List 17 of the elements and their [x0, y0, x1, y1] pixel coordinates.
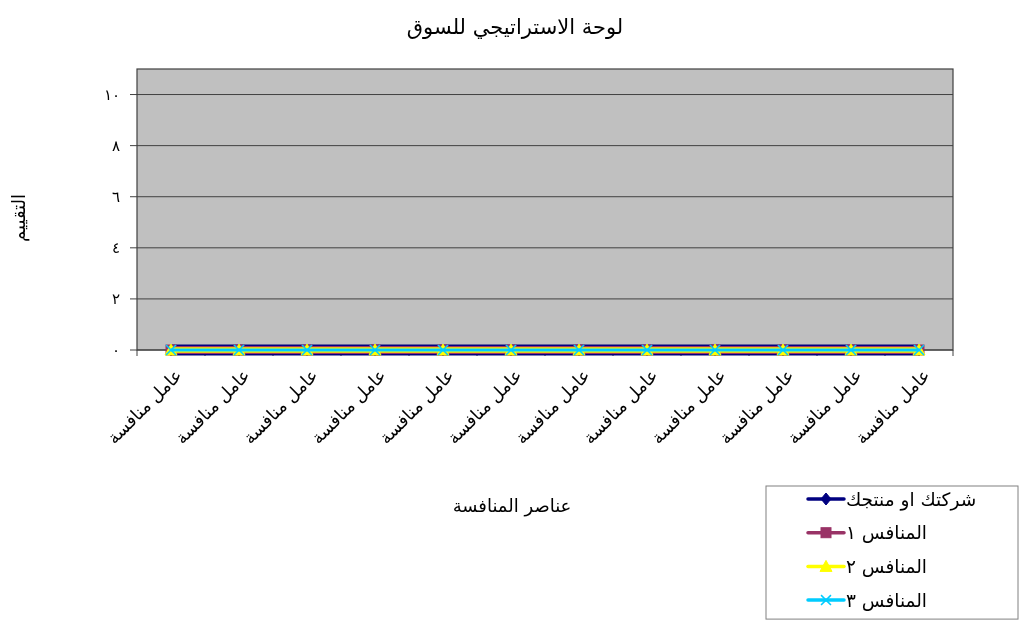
chart-title: لوحة الاستراتيجي للسوق	[406, 15, 624, 39]
legend-label: المنافس ٢	[846, 555, 927, 577]
x-axis-title: عناصر المنافسة	[452, 494, 572, 517]
legend-label: شركتك او منتجك	[846, 488, 977, 511]
legend-item: المنافس ٣	[806, 589, 927, 611]
legend-label: المنافس ٣	[846, 589, 927, 611]
legend-item: المنافس ١	[806, 522, 927, 544]
legend-label: المنافس ١	[846, 522, 927, 544]
y-tick-label: ٤	[111, 238, 120, 257]
y-tick-label: ٦	[111, 187, 120, 206]
legend-item: المنافس ٢	[806, 555, 927, 577]
legend-item: شركتك او منتجك	[806, 488, 977, 510]
y-tick-label: ١٠	[103, 85, 120, 104]
y-tick-label: ٨	[111, 136, 120, 155]
y-tick-label: ٠	[111, 341, 120, 359]
y-tick-label: ٢	[111, 289, 120, 308]
y-axis-title: التقييم	[7, 194, 30, 242]
